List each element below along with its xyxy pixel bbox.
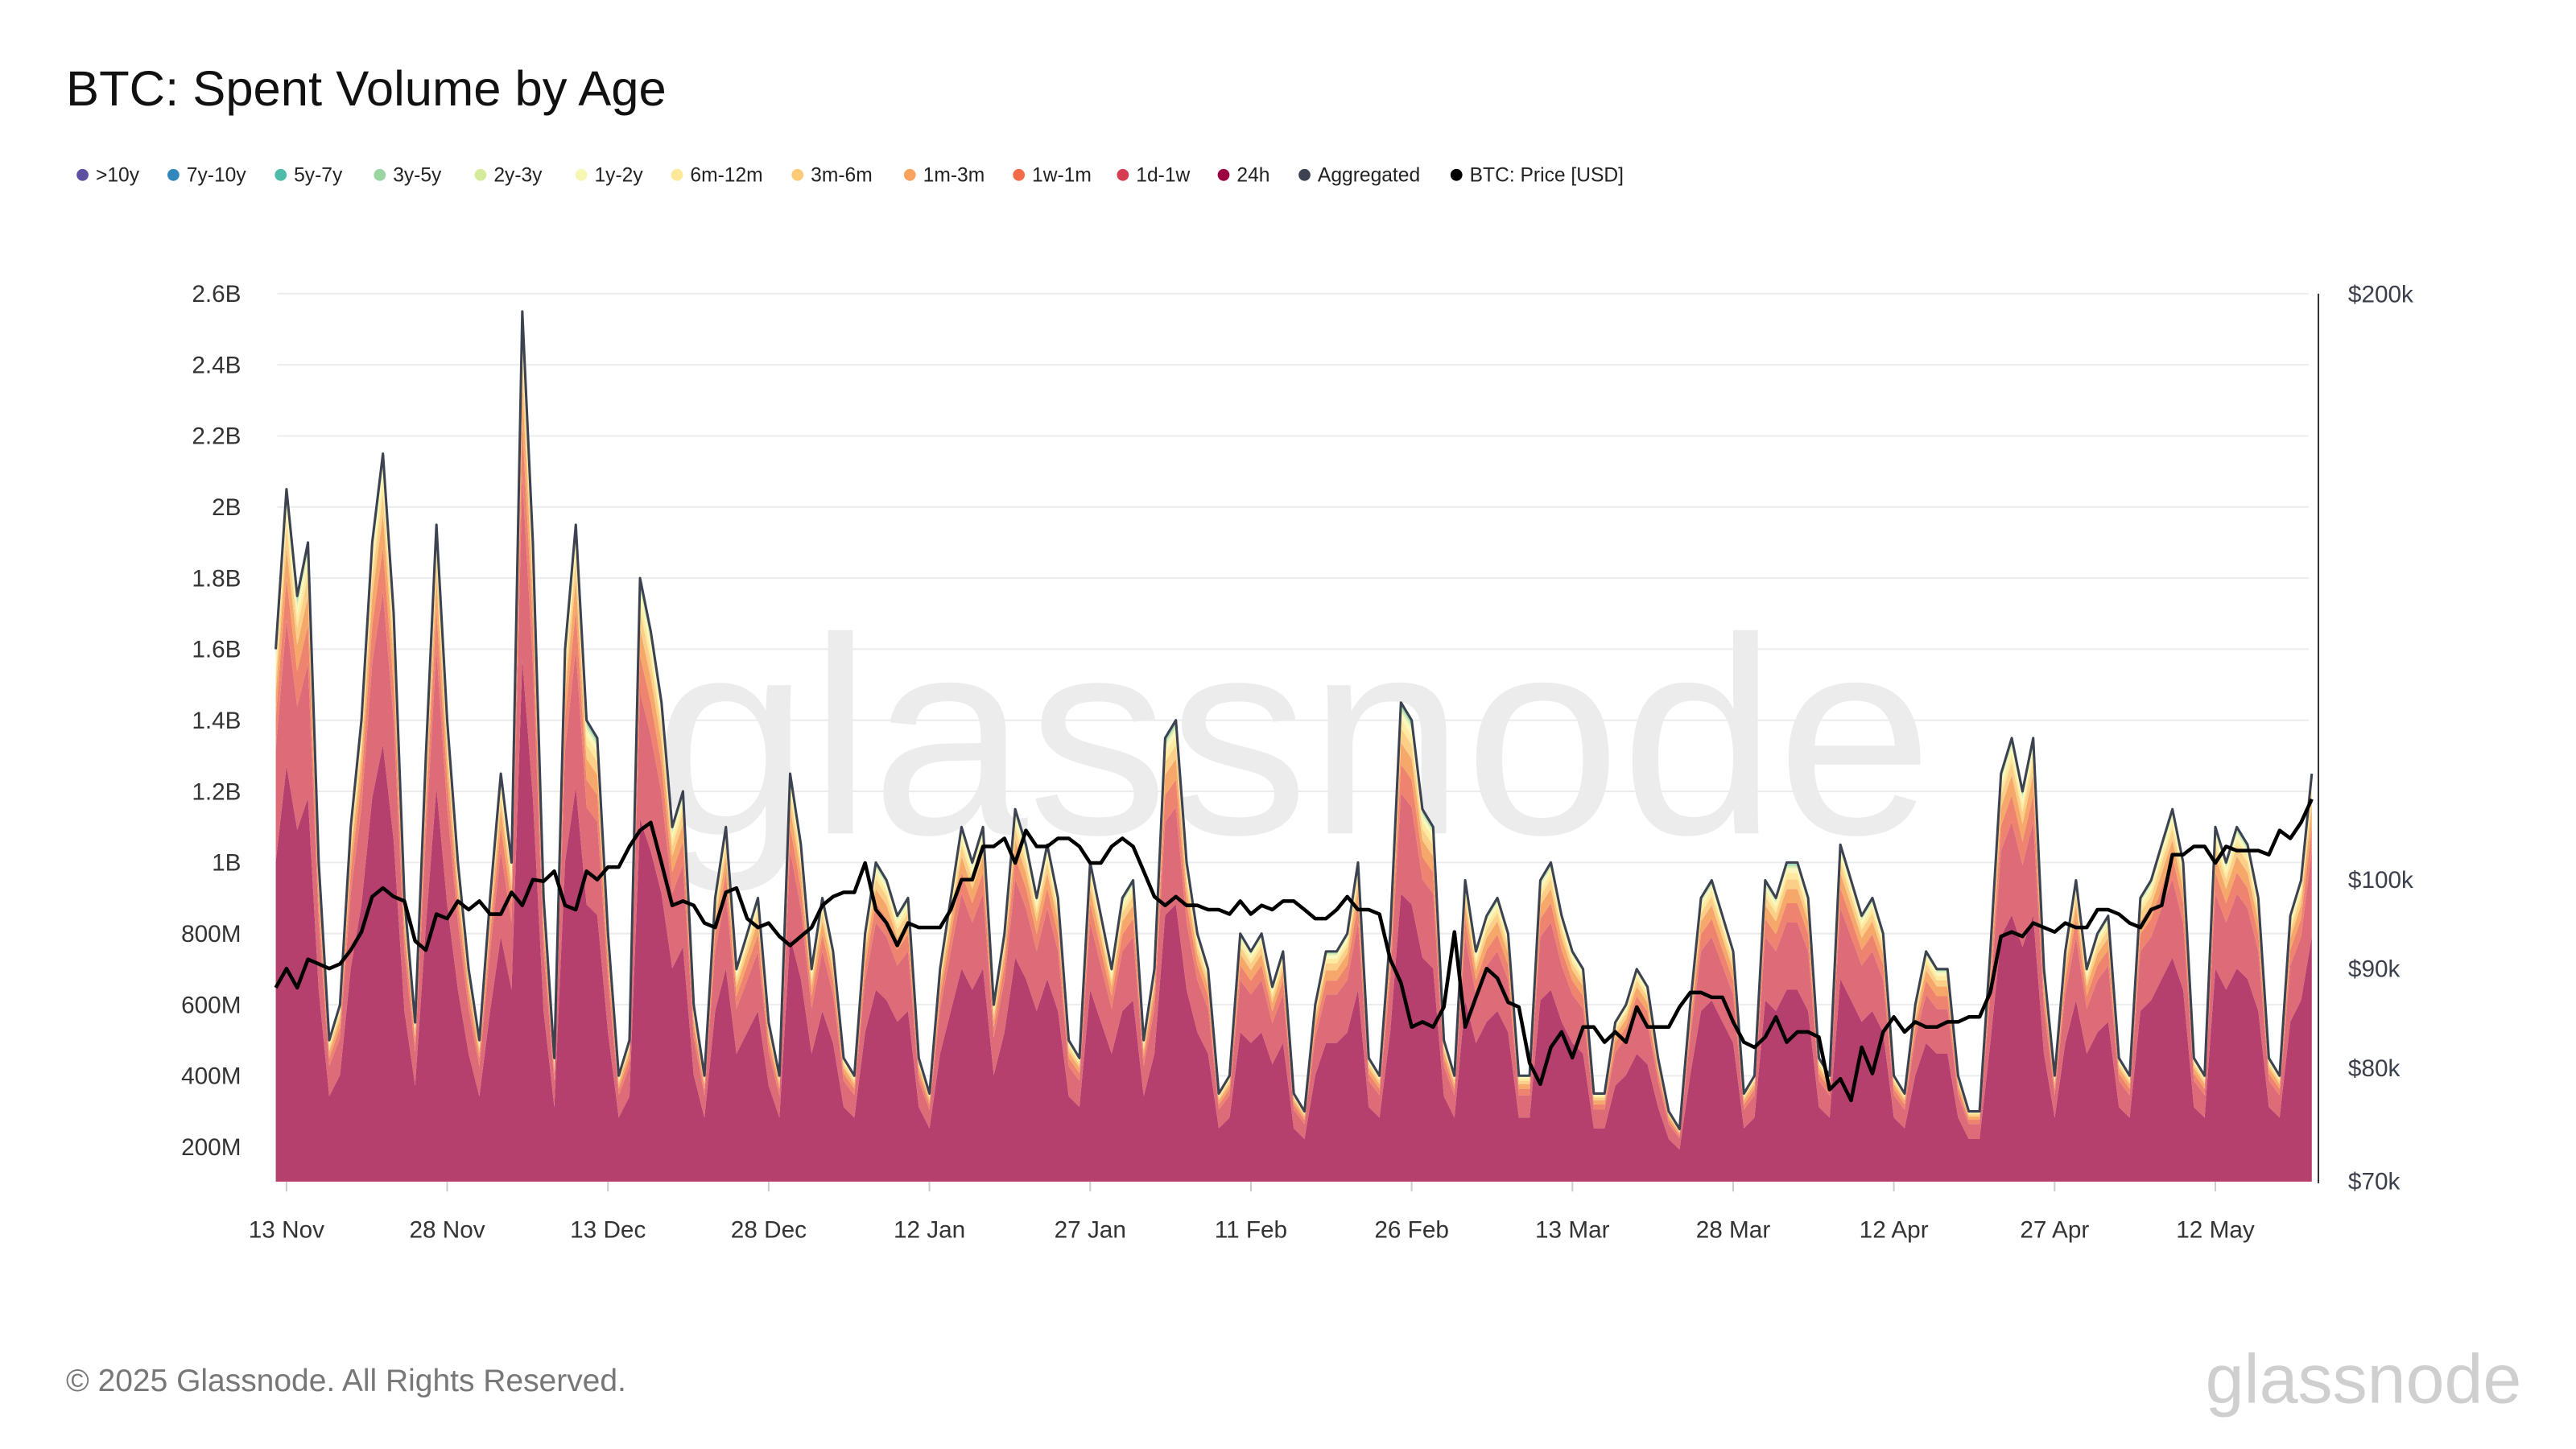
price-tick-label: $90k [2348, 956, 2401, 983]
x-tick-label: 12 May [2176, 1217, 2255, 1244]
y-tick-label: 1.4B [192, 708, 241, 734]
legend-item[interactable]: 1y-2y [575, 165, 644, 187]
area-band-24h [275, 658, 2312, 1182]
legend-item[interactable]: 24h [1217, 165, 1270, 187]
price-tick-label: $80k [2348, 1055, 2401, 1082]
left-y-axis: 200M 400M 600M 800M 1B 1.2B 1.4B 1.6B 1.8B 2B 2.2B… [181, 281, 241, 1161]
legend-dot-icon [1217, 168, 1230, 181]
btc-price-line [274, 798, 2314, 1103]
y-tick-label: 200M [181, 1134, 241, 1161]
legend-label: 1w-1m [1032, 165, 1092, 187]
glassnode-logo: glassnode [2206, 1341, 2522, 1418]
y-tick-label: 1B [212, 850, 241, 877]
legend-dot-icon [791, 168, 804, 181]
legend-item[interactable]: 6m-12m [671, 165, 763, 187]
legend-item[interactable]: 2y-3y [474, 165, 543, 187]
x-tick-label: 28 Nov [409, 1217, 485, 1244]
legend-label: 24h [1236, 165, 1269, 187]
legend-label: BTC: Price [USD] [1470, 165, 1624, 187]
legend-item[interactable]: 1d-1w [1117, 165, 1191, 187]
legend-item[interactable]: 7y-10y [167, 165, 246, 187]
legend-dot-icon [1013, 168, 1026, 181]
legend-dot-icon [903, 168, 916, 181]
legend-dot-icon [474, 168, 487, 181]
copyright-text: © 2025 Glassnode. All Rights Reserved. [66, 1364, 626, 1398]
legend-label: Aggregated [1318, 165, 1420, 187]
price-tick-label: $200k [2348, 281, 2413, 308]
legend-label: 3y-5y [393, 165, 442, 187]
legend-label: 1y-2y [594, 165, 643, 187]
legend-label: 2y-3y [493, 165, 543, 187]
x-axis: 13 Nov 28 Nov 13 Dec 28 Dec 12 Jan 27 Jan 11 F… [249, 1181, 2255, 1244]
x-tick-label: 12 Jan [894, 1217, 965, 1244]
price-tick-label: $100k [2348, 867, 2413, 894]
legend: >10y 7y-10y 5y-7y 3y-5y 2y-3y 1y-2y 6m-12m 3m-6… [76, 165, 1624, 187]
legend-dot-icon [1298, 168, 1311, 181]
y-tick-label: 2.6B [192, 281, 241, 308]
x-tick-label: 11 Feb [1215, 1217, 1287, 1244]
y-tick-label: 1.8B [192, 565, 241, 592]
legend-dot-icon [76, 168, 89, 181]
gridlines [277, 292, 2309, 1148]
x-tick-label: 13 Nov [249, 1217, 324, 1244]
x-tick-label: 28 Dec [731, 1217, 807, 1244]
legend-dot-icon [1117, 168, 1129, 181]
legend-label: 1d-1w [1136, 165, 1190, 187]
legend-label: >10y [96, 165, 140, 187]
legend-label: 5y-7y [294, 165, 343, 187]
y-tick-label: 2B [212, 494, 241, 521]
y-tick-label: 1.6B [192, 637, 241, 663]
legend-label: 3m-6m [811, 165, 873, 187]
y-tick-label: 400M [181, 1063, 241, 1090]
legend-item[interactable]: Aggregated [1298, 165, 1420, 187]
x-tick-label: 27 Apr [2020, 1217, 2089, 1244]
legend-dot-icon [275, 168, 287, 181]
legend-label: 1m-3m [923, 165, 985, 187]
legend-dot-icon [575, 168, 588, 181]
x-tick-label: 26 Feb [1374, 1217, 1449, 1244]
legend-item[interactable]: 3y-5y [374, 165, 442, 187]
legend-item[interactable]: 1w-1m [1013, 165, 1092, 187]
right-y-axis: $70k $80k $90k $100k $200k [2348, 281, 2413, 1195]
x-tick-label: 28 Mar [1696, 1217, 1771, 1244]
price-tick-label: $70k [2348, 1168, 2401, 1195]
x-tick-label: 13 Dec [570, 1217, 646, 1244]
legend-item[interactable]: >10y [76, 165, 140, 187]
x-tick-label: 27 Jan [1055, 1217, 1126, 1244]
y-tick-label: 600M [181, 992, 241, 1018]
x-tick-label: 13 Mar [1535, 1217, 1610, 1244]
x-tick-label: 12 Apr [1860, 1217, 1929, 1244]
legend-dot-icon [1450, 168, 1463, 181]
watermark: glassnode [653, 579, 1933, 894]
aggregated-line [275, 310, 2314, 1131]
y-tick-label: 2.2B [192, 423, 241, 450]
legend-dot-icon [671, 168, 683, 181]
y-tick-label: 1.2B [192, 778, 241, 805]
y-tick-label: 800M [181, 921, 241, 947]
y-tick-label: 2.4B [192, 352, 241, 378]
area-band-1d-1w [275, 476, 2312, 1150]
legend-label: 7y-10y [187, 165, 247, 187]
chart-title: BTC: Spent Volume by Age [66, 61, 667, 117]
legend-dot-icon [374, 168, 386, 181]
legend-item[interactable]: BTC: Price [USD] [1450, 165, 1624, 187]
legend-item[interactable]: 5y-7y [275, 165, 343, 187]
area-band-1w-1m [275, 423, 2312, 1139]
legend-item[interactable]: 1m-3m [903, 165, 985, 187]
legend-label: 6m-12m [690, 165, 762, 187]
legend-item[interactable]: 3m-6m [791, 165, 873, 187]
legend-dot-icon [167, 168, 180, 181]
